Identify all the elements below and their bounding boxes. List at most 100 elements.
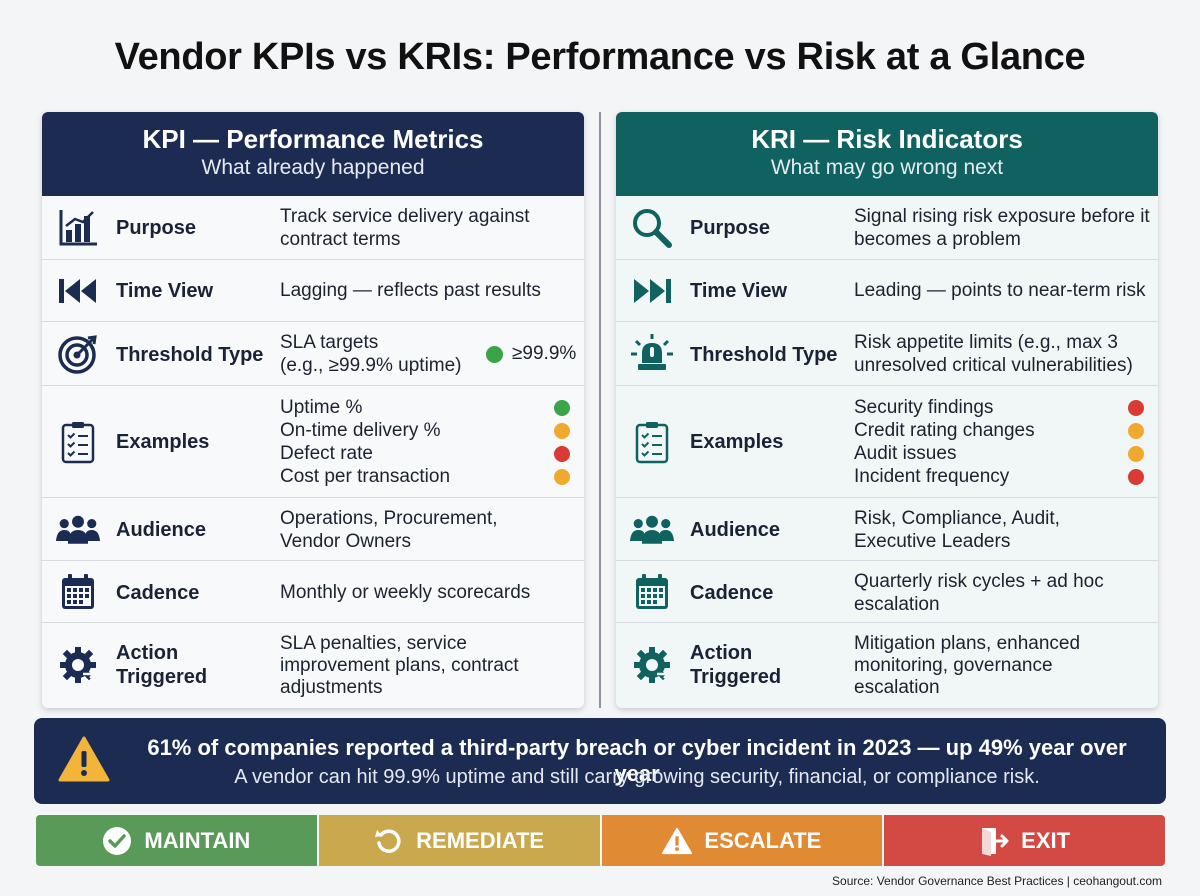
kpi-row-timeview: Time View Lagging — reflects past result… [42, 260, 584, 322]
kpi-audience-line: Vendor Owners [280, 531, 411, 552]
kri-row-timeview: Time View Leading — points to near-term … [616, 260, 1158, 322]
kpi-threshold-value-line2: (e.g., ≥99.9% uptime) [280, 355, 462, 376]
green-status-dot [486, 345, 503, 363]
kri-action-label: Action Triggered [690, 641, 781, 689]
kri-example-item: Audit issues [854, 443, 957, 464]
exit-label: EXIT [1021, 827, 1071, 853]
kpi-purpose-value: Track service delivery against contract … [280, 206, 530, 250]
status-dot [554, 423, 570, 439]
kri-row-purpose: Purpose Signal rising risk exposure befo… [616, 196, 1158, 260]
kri-action-label-line: Triggered [690, 666, 782, 688]
kpi-cadence-value: Monthly or weekly scorecards [280, 582, 531, 603]
kpi-action-label-line: Action [116, 642, 179, 664]
kri-timeview-label: Time View [690, 280, 788, 302]
kpi-example-item: On-time delivery % [280, 420, 441, 441]
kri-example-item: Incident frequency [854, 466, 1010, 487]
kpi-action-label-line: Triggered [116, 666, 208, 688]
kri-audience-line: Executive Leaders [854, 531, 1011, 552]
escalate-label: ESCALATE [704, 827, 822, 853]
fast-forward-icon [630, 269, 674, 313]
calendar-icon [56, 570, 100, 614]
kri-audience-label: Audience [690, 519, 781, 541]
status-dot [554, 446, 570, 462]
kpi-audience-value: Operations, Procurement, Vendor Owners [280, 507, 580, 553]
warning-triangle-icon [662, 826, 693, 856]
kri-row-cadence: Cadence Quarterly risk cycles + ad hoc e… [616, 561, 1158, 623]
status-dot [554, 400, 570, 416]
banner-headline: 61% of companies reported a third-party … [147, 735, 1127, 786]
kri-cadence-value: Quarterly risk cycles + ad hoc escalatio… [854, 570, 1154, 616]
kri-cadence-line: Quarterly risk cycles + ad hoc [854, 571, 1104, 592]
kpi-action-line: improvement plans, contract [280, 655, 519, 676]
kpi-row-cadence: Cadence Monthly or weekly scorecards [42, 561, 584, 623]
kri-action-label-line: Action [690, 642, 753, 664]
kpi-action-value: SLA penalties, service improvement plans… [280, 633, 580, 699]
kpi-audience-label: Audience [116, 519, 207, 541]
status-dot [1128, 469, 1144, 485]
kpi-row-audience: Audience Operations, Procurement, Vendor… [42, 498, 584, 561]
kri-row-threshold: Threshold Type Risk appetite limits (e.g… [616, 322, 1158, 386]
kpi-timeview-value: Lagging — reflects past results [280, 280, 541, 301]
kri-row-examples: Examples Security findings Credit rating… [616, 386, 1158, 498]
kpi-timeview-label: Time View [116, 280, 214, 302]
kri-example-list: Security findings Credit rating changes … [854, 396, 1154, 488]
kpi-action-line: adjustments [280, 677, 383, 698]
magnifier-icon [630, 206, 674, 250]
bar-chart-icon [56, 206, 100, 250]
kri-purpose-value: Signal rising risk exposure before it be… [854, 206, 1150, 250]
rewind-icon [56, 269, 100, 313]
kpi-audience-line: Operations, Procurement, [280, 508, 498, 529]
exit-door-icon [979, 826, 1009, 856]
kpi-action-line: SLA penalties, service [280, 633, 467, 654]
source-credit: Source: Vendor Governance Best Practices… [832, 874, 1162, 888]
gear-arrows-icon [630, 643, 674, 687]
kpi-purpose-label: Purpose [116, 217, 197, 239]
kri-subheading: What may go wrong next [770, 156, 1004, 179]
kri-example-item: Security findings [854, 397, 994, 418]
kri-action-line: Mitigation plans, enhanced [854, 633, 1081, 654]
kri-timeview-value: Leading — points to near-term risk [854, 280, 1146, 301]
action-bar: MAINTAIN REMEDIATE ESCALATE [36, 815, 1165, 866]
kri-row-action: Action Triggered Mitigation plans, enhan… [616, 623, 1158, 708]
exit-segment: EXIT [884, 815, 1165, 866]
escalate-segment: ESCALATE [601, 815, 885, 866]
status-dot [1128, 423, 1144, 439]
kri-audience-value: Risk, Compliance, Audit, Executive Leade… [854, 507, 1154, 553]
kri-threshold-label: Threshold Type [690, 344, 838, 366]
people-group-icon [56, 508, 100, 552]
sla-status-badge: ≥99.9% [486, 343, 576, 365]
sla-badge-text: ≥99.9% [512, 343, 577, 364]
kri-cadence-line: escalation [854, 594, 940, 615]
kri-threshold-value: Risk appetite limits (e.g., max 3 unreso… [854, 331, 1154, 377]
kri-panel-header: KRI — Risk Indicators What may go wrong … [616, 112, 1158, 196]
status-dot [1128, 400, 1144, 416]
remediate-segment: REMEDIATE [318, 815, 602, 866]
checklist-icon [630, 420, 674, 464]
kpi-panel-header: KPI — Performance Metrics What already h… [42, 112, 584, 196]
kpi-examples-label: Examples [116, 431, 210, 453]
center-divider [599, 112, 601, 708]
kpi-subheading: What already happened [201, 156, 425, 179]
kri-audience-line: Risk, Compliance, Audit, [854, 508, 1060, 529]
kpi-example-item: Uptime % [280, 397, 363, 418]
status-dot [1128, 446, 1144, 462]
kpi-cadence-label: Cadence [116, 582, 200, 604]
people-group-icon [630, 508, 674, 552]
alarm-siren-icon [630, 332, 674, 376]
kpi-example-item: Defect rate [280, 443, 373, 464]
kri-row-audience: Audience Risk, Compliance, Audit, Execut… [616, 498, 1158, 561]
kpi-example-list: Uptime % On-time delivery % Defect rate … [280, 396, 580, 488]
page-title: Vendor KPIs vs KRIs: Performance vs Risk… [114, 36, 1086, 78]
remediate-label: REMEDIATE [416, 827, 545, 853]
kpi-heading: KPI — Performance Metrics [142, 124, 484, 154]
kpi-row-examples: Examples Uptime % On-time delivery % Def… [42, 386, 584, 498]
calendar-icon [630, 570, 674, 614]
target-icon [56, 332, 100, 376]
kpi-threshold-label: Threshold Type [116, 344, 264, 366]
warning-triangle-icon [58, 735, 110, 785]
kri-threshold-value-line1: Risk appetite limits (e.g., max 3 [854, 332, 1118, 353]
kpi-row-action: Action Triggered SLA penalties, service … [42, 623, 584, 708]
kri-action-value: Mitigation plans, enhanced monitoring, g… [854, 633, 1154, 699]
status-dot [554, 469, 570, 485]
kpi-panel: KPI — Performance Metrics What already h… [42, 112, 584, 708]
